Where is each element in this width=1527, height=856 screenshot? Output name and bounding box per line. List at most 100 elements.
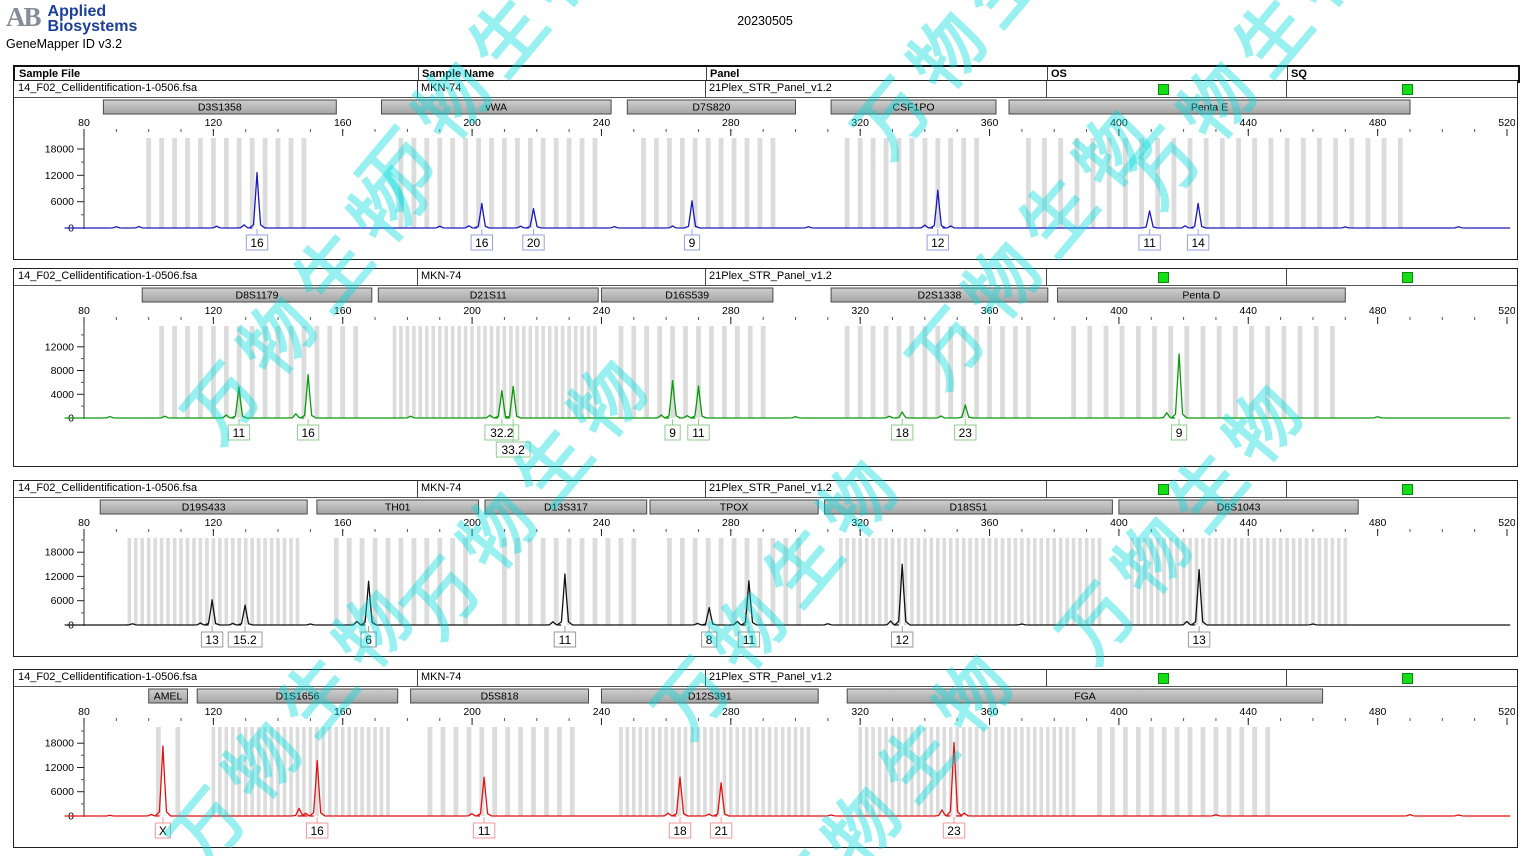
allele-label-box[interactable] — [891, 631, 914, 648]
allele-bin-bar — [334, 727, 339, 816]
x-tick-label: 520 — [1498, 117, 1515, 129]
sample-row[interactable]: 14_F02_Cellidentification-1-0506.fsa MKN… — [14, 81, 1517, 98]
marker-range-box[interactable] — [601, 688, 819, 704]
allele-label-box[interactable] — [154, 822, 172, 839]
marker-range-box[interactable] — [830, 99, 997, 115]
allele-label-box[interactable] — [683, 234, 701, 251]
electropherogram-plot-black[interactable]: D19S433 TH01 D13S317 TPOX D18S51 D6S1043 80 120… — [14, 498, 1515, 655]
marker-range-box[interactable] — [377, 287, 599, 303]
allele-bin-bar — [679, 538, 685, 625]
allele-label-box[interactable] — [664, 424, 681, 441]
allele-bin-bar — [1291, 538, 1296, 625]
marker-range-box[interactable] — [148, 688, 188, 704]
allele-label: 11 — [743, 633, 756, 647]
allele-label-box[interactable] — [495, 441, 531, 458]
marker-range-box[interactable] — [99, 499, 308, 515]
allele-label-box[interactable] — [200, 631, 224, 648]
allele-label-box[interactable] — [942, 822, 966, 839]
allele-bin-bar — [1252, 727, 1258, 816]
allele-label-box[interactable] — [954, 424, 977, 441]
marker-range-box[interactable] — [626, 99, 796, 115]
allele-label-box[interactable] — [1138, 234, 1161, 251]
allele-label: 11 — [478, 824, 491, 838]
allele-label-box[interactable] — [553, 631, 577, 648]
marker-range-box[interactable] — [1057, 287, 1346, 303]
x-tick-label: 520 — [1498, 517, 1515, 529]
marker-range-box[interactable] — [830, 287, 1049, 303]
allele-label-box[interactable] — [360, 631, 377, 648]
sample-row[interactable]: 14_F02_Cellidentification-1-0506.fsa MKN… — [14, 481, 1517, 498]
allele-bin-bar — [871, 538, 875, 625]
allele-label-box[interactable] — [687, 424, 710, 441]
allele-label-box[interactable] — [1171, 424, 1188, 441]
electropherogram-plot-red[interactable]: AMEL D1S1656 D5S818 D12S391 FGA 80 120 160 200 24… — [14, 687, 1515, 846]
marker-range-box[interactable] — [102, 99, 337, 115]
allele-label-box[interactable] — [470, 234, 494, 251]
allele-label-box[interactable] — [245, 234, 269, 251]
allele-bin-bar — [974, 727, 979, 816]
allele-bin-bar — [896, 326, 902, 418]
electropherogram-plot-blue[interactable]: D3S1358 vWA D7S820 CSF1PO Penta E 80 120 160 200… — [14, 98, 1515, 258]
marker-range-box[interactable] — [1008, 99, 1411, 115]
marker-name-label: D16S539 — [665, 290, 709, 302]
marker-name-label: D8S1179 — [235, 290, 278, 302]
column-divider — [705, 481, 706, 497]
allele-bin-bar — [1091, 538, 1095, 625]
allele-label-box[interactable] — [1187, 631, 1211, 648]
allele-bin-bar — [185, 138, 190, 228]
electropherogram-block-black: 14_F02_Cellidentification-1-0506.fsa MKN… — [13, 480, 1518, 657]
allele-label-box[interactable] — [484, 424, 520, 441]
allele-bin-bar — [412, 326, 416, 418]
allele-bin-bar — [1174, 727, 1180, 816]
marker-range-box[interactable] — [601, 287, 774, 303]
allele-bin-bar — [1155, 538, 1160, 625]
allele-bin-bar — [425, 326, 429, 418]
allele-label-box[interactable] — [701, 631, 718, 648]
allele-bin-bar — [185, 538, 190, 625]
allele-label-box[interactable] — [306, 822, 329, 839]
allele-label-box[interactable] — [737, 631, 761, 648]
allele-label-box[interactable] — [296, 424, 320, 441]
allele-label-box[interactable] — [709, 822, 733, 839]
marker-range-box[interactable] — [410, 688, 589, 704]
allele-label-box[interactable] — [668, 822, 692, 839]
allele-bin-bar — [638, 727, 643, 816]
allele-bin-bar — [515, 538, 520, 625]
marker-range-box[interactable] — [824, 499, 1113, 515]
allele-bin-bar — [987, 326, 992, 418]
marker-range-box[interactable] — [196, 688, 399, 704]
marker-range-box[interactable] — [141, 287, 373, 303]
sq-pass-indicator — [1402, 673, 1413, 684]
allele-bin-bar — [1397, 138, 1403, 228]
allele-bin-bar — [683, 326, 688, 418]
sample-row[interactable]: 14_F02_Cellidentification-1-0506.fsa MKN… — [14, 670, 1517, 687]
allele-bin-bar — [903, 538, 908, 625]
marker-range-box[interactable] — [846, 688, 1324, 704]
column-divider — [417, 269, 418, 285]
electropherogram-trace — [64, 353, 1511, 419]
allele-label-box[interactable] — [227, 424, 251, 441]
allele-bin-bar — [1026, 326, 1031, 418]
allele-label-box[interactable] — [1186, 234, 1210, 251]
allele-bin-bar — [223, 326, 229, 418]
allele-bin-bar — [877, 538, 882, 625]
allele-label-box[interactable] — [926, 234, 949, 251]
allele-bin-bar — [793, 727, 798, 816]
sample-row[interactable]: 14_F02_Cellidentification-1-0506.fsa MKN… — [14, 269, 1517, 286]
marker-range-box[interactable] — [484, 499, 648, 515]
allele-bin-bar — [515, 138, 520, 228]
allele-bin-bar — [948, 538, 953, 625]
allele-bin-bar — [515, 326, 520, 418]
allele-label: 18 — [896, 426, 910, 440]
marker-range-box[interactable] — [381, 99, 612, 115]
allele-bin-bar — [479, 727, 485, 816]
electropherogram-plot-green[interactable]: D8S1179 D21S11 D16S539 D2S1338 Penta D 80 120 1… — [14, 286, 1515, 465]
allele-label-box[interactable] — [891, 424, 914, 441]
allele-bin-bar — [289, 538, 293, 625]
marker-range-box[interactable] — [1118, 499, 1359, 515]
marker-range-box[interactable] — [649, 499, 819, 515]
allele-label-box[interactable] — [227, 631, 263, 648]
marker-range-box[interactable] — [316, 499, 480, 515]
allele-label-box[interactable] — [522, 234, 545, 251]
allele-label-box[interactable] — [472, 822, 496, 839]
